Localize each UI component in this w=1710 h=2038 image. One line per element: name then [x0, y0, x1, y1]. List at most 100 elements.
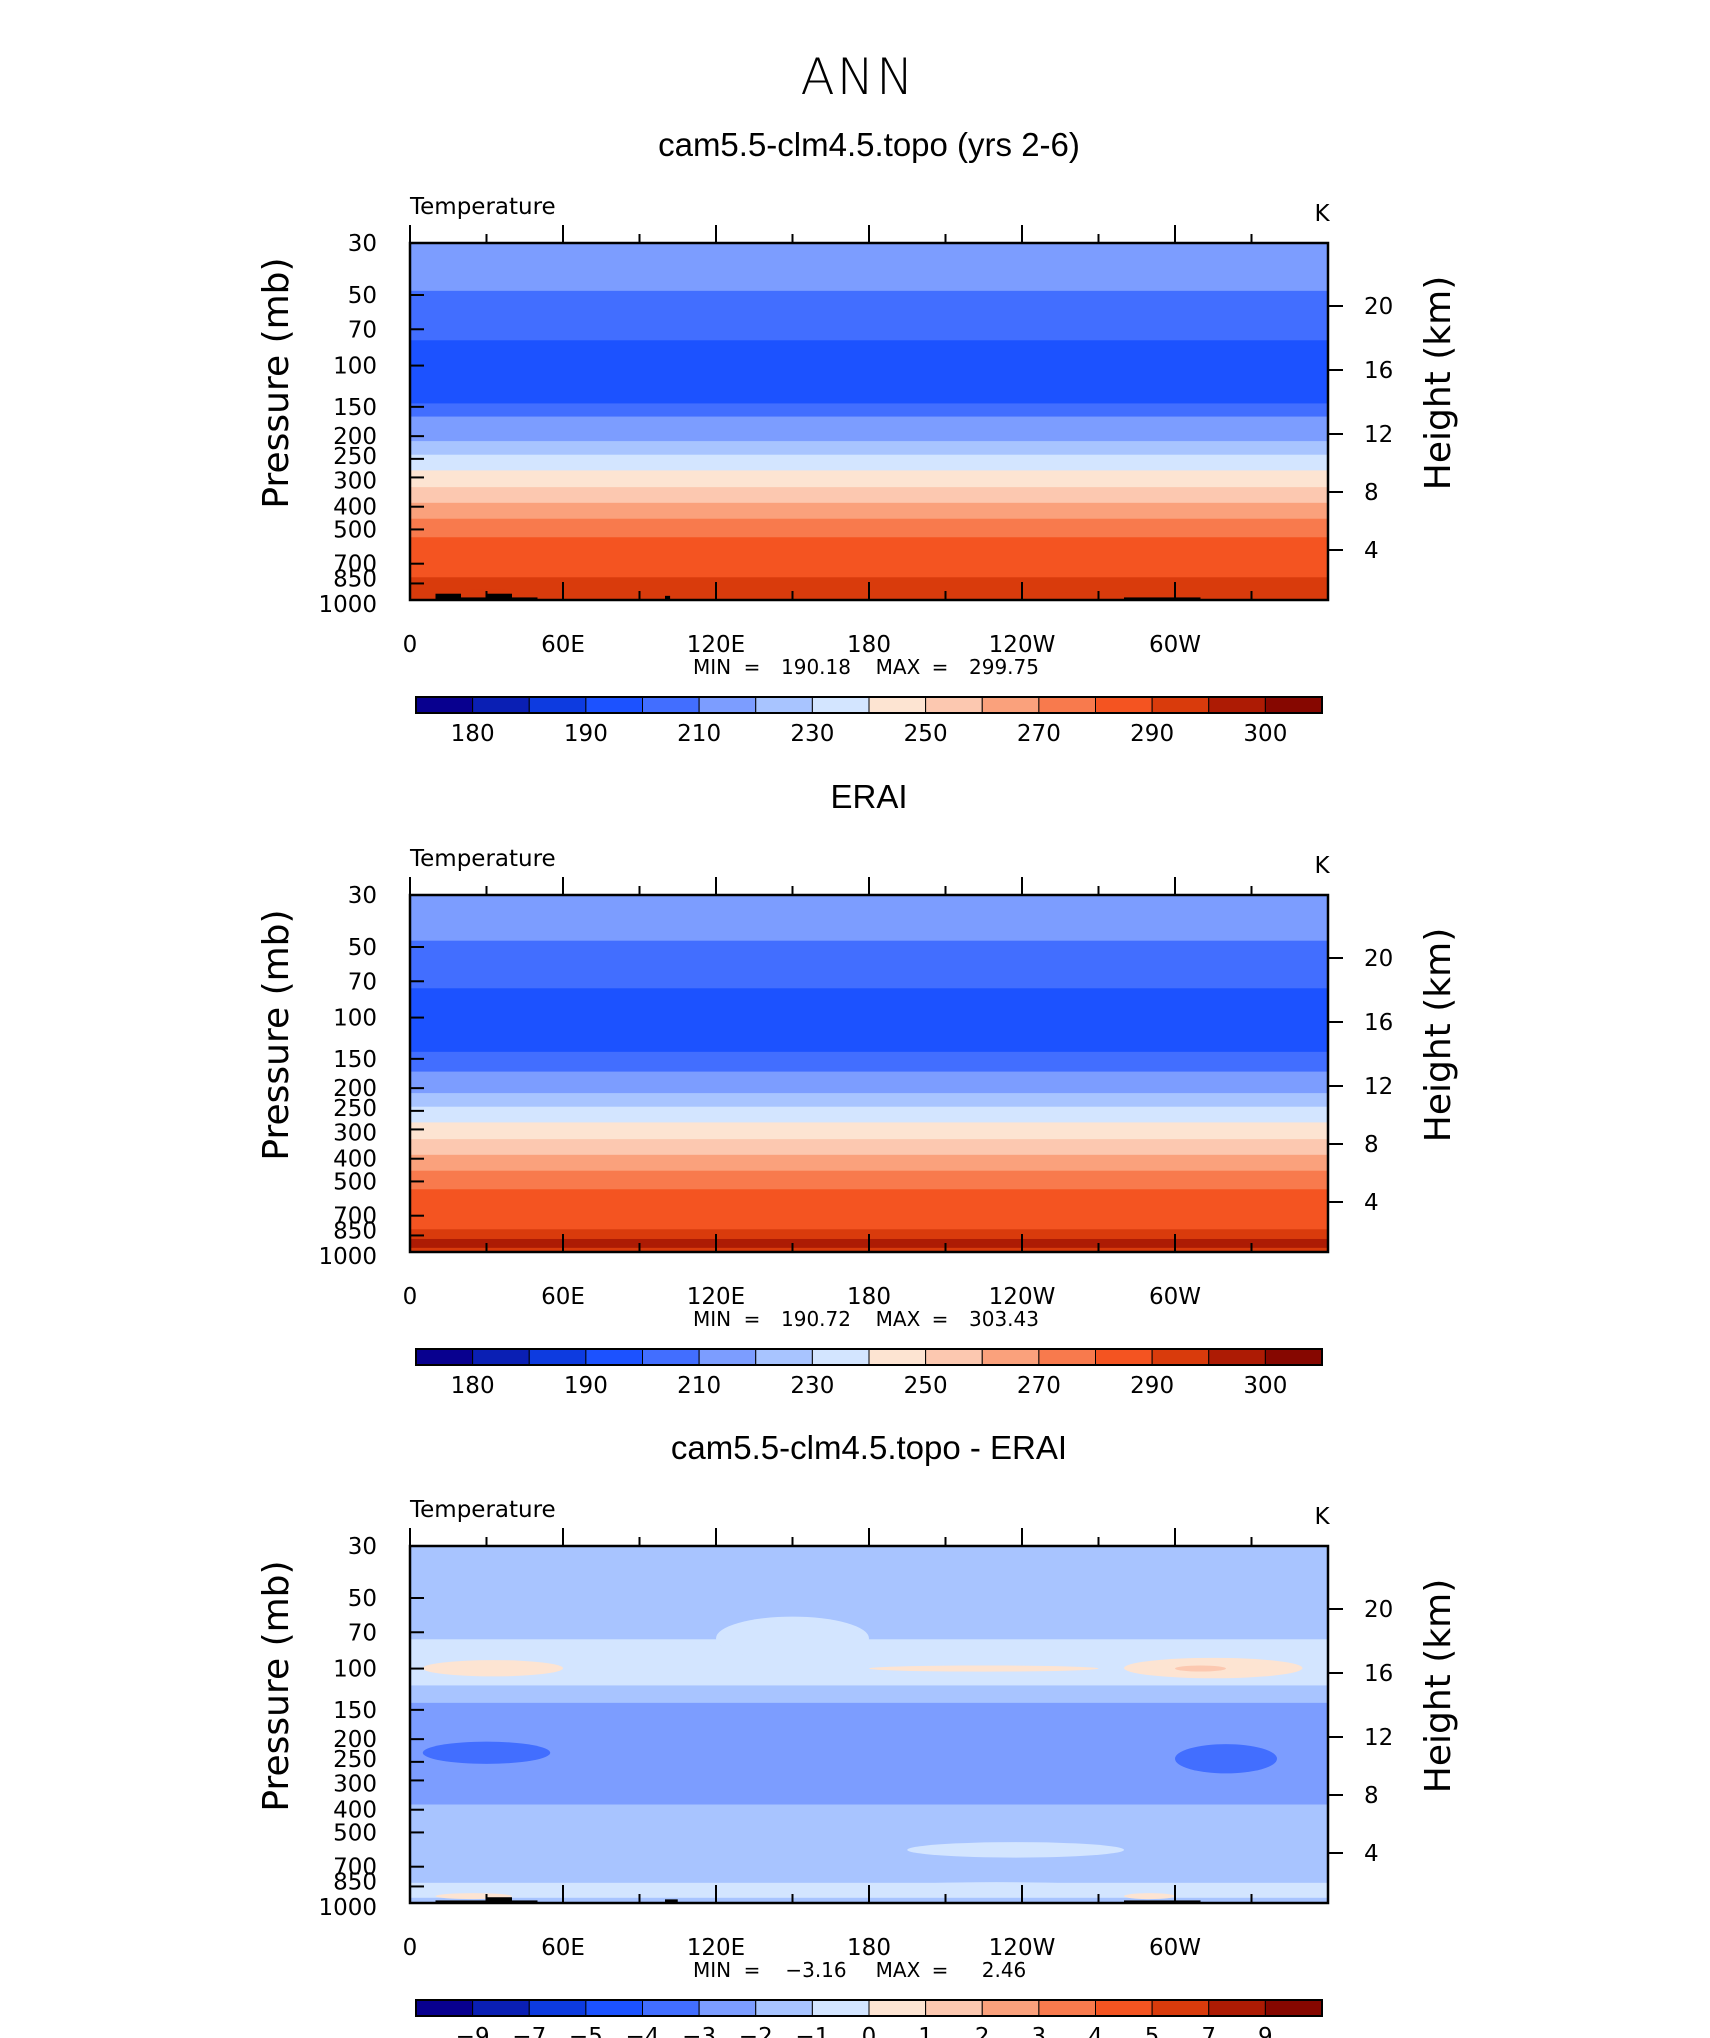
colorbar-box [698, 696, 757, 714]
topography [512, 1900, 538, 1903]
panel-difference: cam5.5-clm4.5.topo - ERAI Temperature K 0 60… [256, 1429, 1459, 2038]
equals-sign: = [932, 1307, 949, 1331]
y-tick-label: 200 [333, 424, 377, 450]
colorbar-box [1095, 1999, 1153, 2017]
colorbar-box [1095, 696, 1153, 714]
colorbar-box [528, 1999, 587, 2017]
variable-label: Temperature [409, 194, 556, 220]
y-tick-label: 100 [333, 354, 377, 380]
x-tick-label: 60E [541, 1935, 585, 1961]
y-tick-label: 100 [333, 1006, 377, 1032]
variable-label: Temperature [409, 846, 556, 872]
contour-band [410, 1189, 1328, 1212]
max-value: 2.46 [982, 1958, 1027, 1982]
colorbar-label: 290 [1130, 1373, 1174, 1399]
contour-band [410, 518, 1328, 538]
x-tick-label: 180 [847, 1935, 891, 1961]
y-tick-label: 250 [333, 1747, 377, 1773]
contour-band [410, 1725, 1328, 1806]
topography [665, 595, 671, 600]
y-tick-label: 850 [333, 566, 377, 592]
colorbar-box [1151, 1999, 1210, 2017]
colorbar-label: 300 [1243, 721, 1287, 747]
contour-band [410, 1122, 1328, 1140]
x-tick-label: 60W [1149, 1935, 1201, 1961]
height-tick-label: 8 [1364, 1783, 1379, 1809]
y-tick-label: 700 [333, 1204, 377, 1230]
min-value: 190.18 [781, 655, 851, 679]
contour-band [410, 1804, 1328, 1852]
x-tick-label: 180 [847, 632, 891, 658]
colorbar-box [755, 1999, 813, 2017]
y-tick-label: 500 [333, 1820, 377, 1846]
contour-band [410, 1051, 1328, 1073]
colorbar-box [698, 1348, 757, 1366]
min-label: MIN [693, 655, 731, 679]
x-tick-label: 0 [403, 1284, 418, 1310]
colorbar-box [1038, 1999, 1096, 2017]
contour-band [410, 1702, 1328, 1727]
colorbar-box [868, 1999, 927, 2017]
y-tick-label: 30 [348, 231, 377, 257]
y-tick-label: 1000 [318, 1895, 377, 1921]
y-axis-title: Pressure (mb) [256, 257, 297, 508]
x-tick-label: 60E [541, 1284, 585, 1310]
colorbar-box [642, 1348, 700, 1366]
equals-sign: = [932, 655, 949, 679]
x-tick-label: 120E [687, 632, 745, 658]
colorbar-label: 4 [1088, 2024, 1103, 2038]
colorbar-box [698, 1999, 757, 2017]
colorbar-label: 270 [1017, 721, 1061, 747]
y-tick-label: 50 [348, 283, 377, 309]
min-label: MIN [693, 1958, 731, 1982]
y-tick-label: 500 [333, 517, 377, 543]
topography [665, 1899, 678, 1903]
colorbar-box [811, 696, 870, 714]
figure-title: ANN [800, 48, 915, 106]
contour-band [410, 1093, 1328, 1108]
y-tick-label: 850 [333, 1218, 377, 1244]
x-tick-label: 60W [1149, 632, 1201, 658]
height-tick-label: 20 [1364, 946, 1393, 972]
x-tick-label: 120W [989, 1284, 1056, 1310]
y-tick-label: 30 [348, 1534, 377, 1560]
colorbar-label: 1 [918, 2024, 933, 2038]
max-value: 303.43 [969, 1307, 1039, 1331]
contour-band [410, 1106, 1328, 1124]
height-tick-label: 20 [1364, 1597, 1393, 1623]
height-tick-label: 4 [1364, 1190, 1379, 1216]
colorbar-box [528, 696, 587, 714]
contour-band [410, 340, 1328, 405]
contour-region [422, 1660, 563, 1677]
colorbar-label: 2 [975, 2024, 990, 2038]
colorbar-label: 210 [677, 721, 721, 747]
contour-band [410, 243, 1328, 292]
y-tick-label: 700 [333, 1855, 377, 1881]
colorbar-box [415, 1348, 474, 1366]
x-tick-label: 120E [687, 1935, 745, 1961]
panel-title: cam5.5-clm4.5.topo - ERAI [671, 1429, 1067, 1466]
y-tick-label: 150 [333, 1047, 377, 1073]
height-tick-label: 16 [1364, 1010, 1393, 1036]
max-label: MAX [876, 1958, 921, 1982]
x-tick-label: 120W [989, 632, 1056, 658]
height-tick-label: 16 [1364, 1661, 1393, 1687]
colorbar-label: 180 [451, 1373, 495, 1399]
colorbar-box [1208, 1348, 1266, 1366]
colorbar-box [925, 1999, 983, 2017]
contour-band [410, 1154, 1328, 1172]
y-tick-label: 850 [333, 1869, 377, 1895]
contour-region [1175, 1665, 1226, 1672]
colorbar-label: 190 [564, 1373, 608, 1399]
colorbar-box [585, 1348, 643, 1366]
colorbar-box [1151, 1348, 1210, 1366]
colorbar-label: 7 [1201, 2024, 1216, 2038]
x-tick-label: 120W [989, 1935, 1056, 1961]
colorbar-label: 3 [1032, 2024, 1047, 2038]
colorbar-box [1038, 696, 1096, 714]
colorbar-box [415, 1999, 474, 2017]
height-tick-label: 16 [1364, 358, 1393, 384]
contour-band [410, 416, 1328, 442]
contour-band [410, 1685, 1328, 1704]
